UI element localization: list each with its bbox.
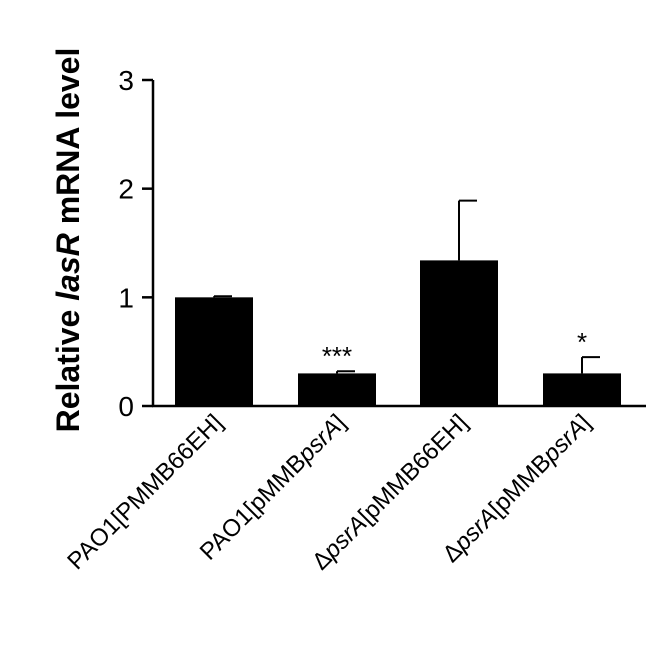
y-axis-label-part: mRNA level bbox=[50, 48, 86, 234]
bar bbox=[298, 373, 376, 406]
x-tick-label-part: [pMMB bbox=[484, 449, 557, 522]
bar bbox=[543, 373, 621, 406]
x-tick-label-part: PAO1[pMMB bbox=[195, 449, 312, 566]
bar bbox=[175, 297, 253, 406]
significance-label: * bbox=[577, 327, 587, 357]
y-tick-label: 0 bbox=[118, 391, 134, 422]
y-tick-label: 2 bbox=[118, 174, 134, 205]
x-tick-label-part: [pMMB66EH] bbox=[353, 409, 473, 529]
error-bars bbox=[213, 199, 600, 374]
significance-labels: *** * bbox=[322, 327, 587, 371]
y-tick-label: 3 bbox=[118, 65, 134, 96]
bar bbox=[420, 260, 498, 406]
y-axis-label-part: lasR bbox=[50, 233, 86, 301]
y-tick-label: 1 bbox=[118, 282, 134, 313]
y-axis-label: Relative lasR mRNA level bbox=[50, 48, 86, 433]
y-axis-label-group: Relative lasR mRNA level bbox=[50, 48, 86, 433]
x-axis-labels: PAO1[PMMB66EH]PAO1[pMMBpsrA]ΔpsrA[pMMB66… bbox=[62, 409, 596, 575]
y-axis-label-part: Relative bbox=[50, 301, 86, 433]
bars bbox=[175, 260, 621, 406]
significance-label: *** bbox=[322, 341, 352, 371]
